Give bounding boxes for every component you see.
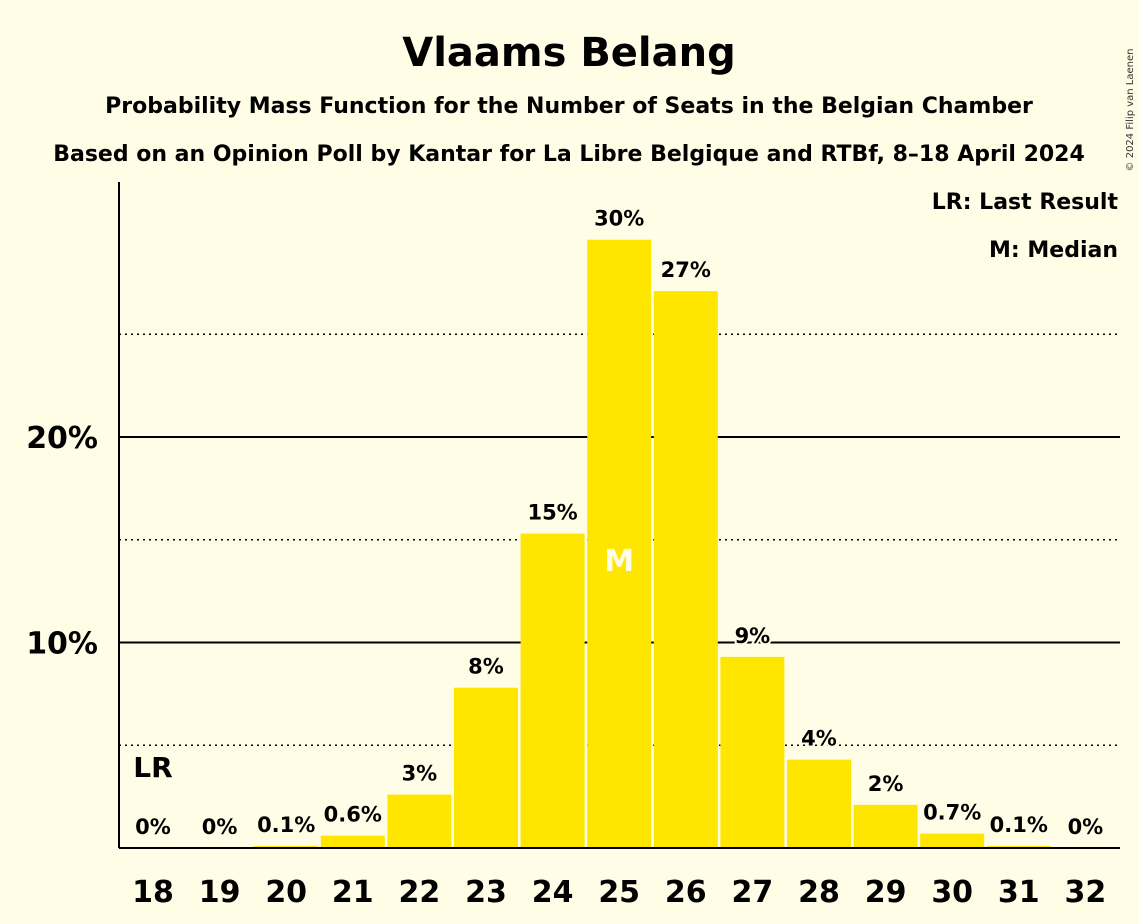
- bar: [387, 794, 452, 848]
- y-tick-label: 10%: [26, 627, 98, 662]
- bar: [853, 804, 918, 848]
- data-label: 2%: [868, 772, 904, 796]
- data-label: 0%: [1068, 815, 1104, 839]
- x-tick-label: 28: [798, 875, 840, 910]
- x-tick-label: 32: [1065, 875, 1107, 910]
- data-label: 0%: [135, 815, 171, 839]
- x-tick-label: 22: [399, 875, 441, 910]
- x-tick-label: 30: [931, 875, 973, 910]
- x-tick-label: 25: [598, 875, 640, 910]
- data-label: 3%: [402, 762, 438, 786]
- data-label: 27%: [661, 258, 711, 282]
- x-tick-label: 23: [465, 875, 507, 910]
- x-tick-label: 18: [132, 875, 174, 910]
- bar: [520, 533, 585, 848]
- median-marker: M: [604, 544, 634, 579]
- data-label: 0.1%: [257, 813, 315, 837]
- bar: [587, 239, 652, 849]
- bar: [787, 759, 851, 848]
- copyright-notice: © 2024 Filip van Laenen: [1125, 49, 1136, 172]
- bar: [454, 687, 518, 848]
- x-tick-label: 19: [199, 875, 241, 910]
- bar: [653, 291, 718, 849]
- x-tick-label: 31: [998, 875, 1040, 910]
- legend-median: M: Median: [989, 238, 1118, 263]
- x-tick-label: 29: [865, 875, 907, 910]
- bars: [254, 239, 1051, 849]
- chart-title: Vlaams Belang: [402, 30, 736, 76]
- chart-source: Based on an Opinion Poll by Kantar for L…: [53, 142, 1085, 167]
- data-label: 0.6%: [324, 803, 382, 827]
- x-tick-label: 27: [732, 875, 774, 910]
- x-tick-label: 21: [332, 875, 374, 910]
- data-label: 0.1%: [990, 813, 1048, 837]
- y-tick-label: 20%: [26, 421, 98, 456]
- data-label: 0%: [202, 815, 238, 839]
- x-axis-labels: 18 19 20 21 22 23 24 25 26 27 28 29 30 31 32: [132, 875, 1106, 910]
- bar: [320, 835, 385, 848]
- x-tick-label: 24: [532, 875, 574, 910]
- last-result-marker: LR: [133, 751, 172, 784]
- bar: [920, 833, 985, 848]
- bar: [254, 845, 319, 848]
- bar: [720, 656, 785, 848]
- bar: [986, 845, 1051, 848]
- data-labels: 0% LR 0% 0.1% 0.6% 3% 8% 15% 30% M 27% 9% 4% 2% 0.7% 0.…: [133, 205, 1105, 841]
- data-label: 9%: [735, 624, 771, 648]
- y-axis-labels: 10% 20%: [26, 421, 98, 662]
- x-tick-label: 20: [265, 875, 307, 910]
- legend-last-result: LR: Last Result: [932, 190, 1119, 215]
- data-label: 4%: [801, 727, 837, 751]
- x-tick-label: 26: [665, 875, 707, 910]
- data-label: 30%: [594, 207, 644, 231]
- data-label: 8%: [468, 655, 504, 679]
- chart-subtitle: Probability Mass Function for the Number…: [105, 94, 1033, 119]
- data-label: 0.7%: [923, 801, 981, 825]
- data-label: 15%: [527, 501, 577, 525]
